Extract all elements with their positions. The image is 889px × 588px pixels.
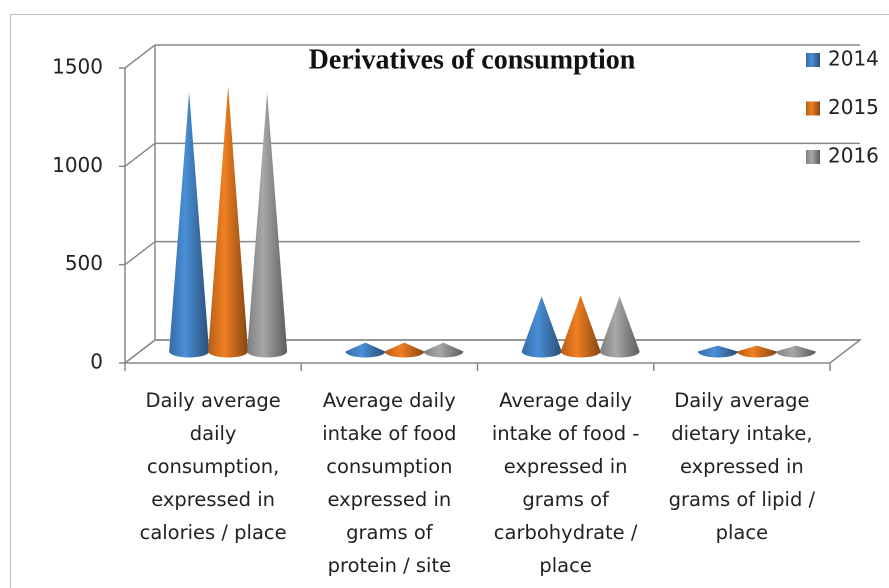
cone [599, 296, 640, 358]
cone [697, 345, 738, 358]
legend-label: 2014 [828, 47, 879, 71]
cone [384, 342, 425, 358]
x-tick-label: Average daily intake of food - expressed… [491, 389, 640, 577]
cone [775, 345, 816, 358]
y-tick-label: 1500 [52, 55, 103, 79]
chart-title: Derivatives of consumption [309, 44, 636, 75]
cone [423, 342, 464, 358]
chart-border [10, 14, 889, 588]
legend-swatch [806, 53, 820, 67]
cone [736, 345, 777, 358]
legend-swatch [806, 101, 820, 116]
cone [560, 295, 601, 358]
x-tick-label: Daily average dietary intake, expressed … [668, 389, 816, 544]
grid-line [124, 142, 156, 167]
y-tick-label: 1000 [52, 153, 103, 177]
cone [208, 86, 249, 358]
legend-label: 2015 [828, 95, 879, 119]
cone [247, 91, 288, 358]
x-tick-label: Average daily intake of food consumption… [322, 389, 457, 577]
cone [521, 296, 562, 358]
cone [345, 342, 386, 358]
y-tick-label: 500 [65, 251, 103, 275]
legend-swatch [806, 150, 820, 164]
y-tick-label: 0 [90, 350, 103, 374]
legend-label: 2016 [828, 144, 879, 168]
grid-line [124, 339, 156, 364]
cone [169, 91, 210, 358]
grid-line [124, 44, 156, 69]
grid-line [124, 241, 156, 266]
x-tick-label: Daily average daily consumption, express… [139, 389, 287, 544]
